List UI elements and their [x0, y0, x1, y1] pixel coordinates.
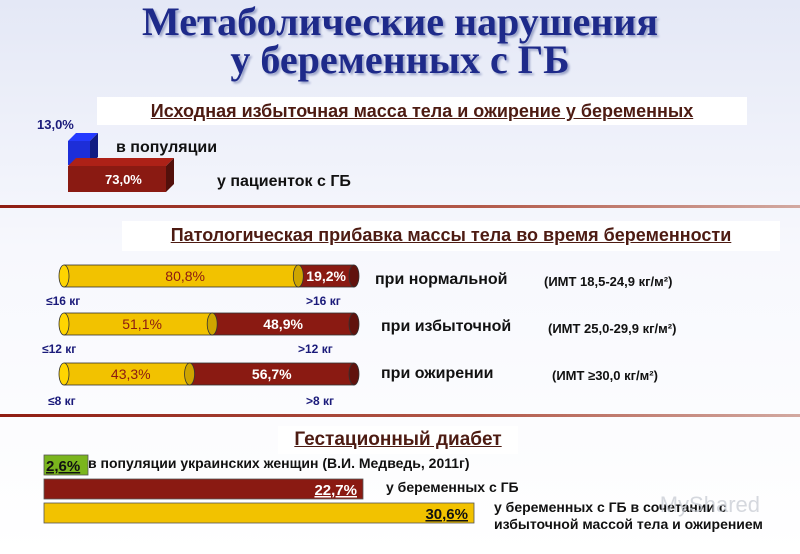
- section1-bar-2: [68, 158, 174, 192]
- section3-bar1-label: в популяции украинских женщин (В.И. Медв…: [88, 455, 470, 471]
- row1-low-value: 80,8%: [165, 268, 205, 284]
- row1-low-segment: [58, 264, 299, 288]
- row2-low-value: 51,1%: [122, 316, 162, 332]
- section1-bar1-label: в популяции: [116, 139, 218, 156]
- section3-banner: Гестационный диабет: [278, 426, 518, 454]
- section1-bar2-label: у пациенток с ГБ: [217, 173, 351, 190]
- row1-label: при нормальной: [375, 271, 508, 288]
- page-title-line1: Метаболические нарушения: [142, 0, 658, 44]
- row3-low-caption: ≤8 кг: [48, 394, 76, 408]
- row1-high-segment: [297, 264, 360, 288]
- row2-low-segment: [58, 312, 213, 336]
- section3-bar3-label: у беременных с ГБ в сочетании с избыточн…: [494, 499, 763, 532]
- row3-low-value: 43,3%: [111, 366, 151, 382]
- section1-banner: Исходная избыточная масса тела и ожирени…: [97, 97, 747, 125]
- row2-high-caption: >12 кг: [298, 342, 333, 356]
- row2-high-value: 48,9%: [263, 316, 303, 332]
- row1-low-caption: ≤16 кг: [46, 294, 81, 308]
- section3-bar3-value: 30,6%: [425, 506, 468, 523]
- section3-bar-2: 22,7%: [43, 478, 364, 500]
- row2-bmi: (ИМТ 25,0-29,9 кг/м²): [548, 321, 677, 336]
- section3-bar-3: 30,6%: [43, 502, 475, 524]
- watermark: MyShared: [659, 492, 760, 517]
- row1-bmi: (ИМТ 18,5-24,9 кг/м²): [544, 274, 673, 289]
- row1-high-value: 19,2%: [306, 268, 346, 284]
- row2-label: при избыточной: [381, 318, 512, 335]
- row3-high-caption: >8 кг: [306, 394, 335, 408]
- row2-low-caption: ≤12 кг: [42, 342, 77, 356]
- page-title-line2: у беременных с ГБ: [230, 37, 570, 82]
- row3-bmi: (ИМТ ≥30,0 кг/м²): [552, 368, 658, 383]
- row2-bar: 51,1% 48,9%: [58, 312, 360, 336]
- row3-label: при ожирении: [381, 365, 494, 382]
- section3-bar-1: 2,6%: [43, 454, 89, 476]
- row3-bar: 43,3% 56,7%: [58, 362, 360, 386]
- section2-banner: Патологическая прибавка массы тела во вр…: [122, 221, 780, 251]
- section3-bar2-label: у беременных с ГБ: [386, 479, 519, 495]
- section1-bar-1: [68, 133, 98, 165]
- row1-high-caption: >16 кг: [306, 294, 341, 308]
- section1-bar2-value: 73,0%: [105, 172, 142, 187]
- divider-1: [0, 205, 800, 208]
- row1-bar: 80,8% 19,2%: [58, 264, 360, 288]
- row3-high-value: 56,7%: [252, 366, 292, 382]
- section1-bar1-value: 13,0%: [37, 117, 74, 132]
- divider-2: [0, 414, 800, 417]
- section3-bar1-value: 2,6%: [46, 458, 80, 475]
- section3-bar2-value: 22,7%: [314, 482, 357, 499]
